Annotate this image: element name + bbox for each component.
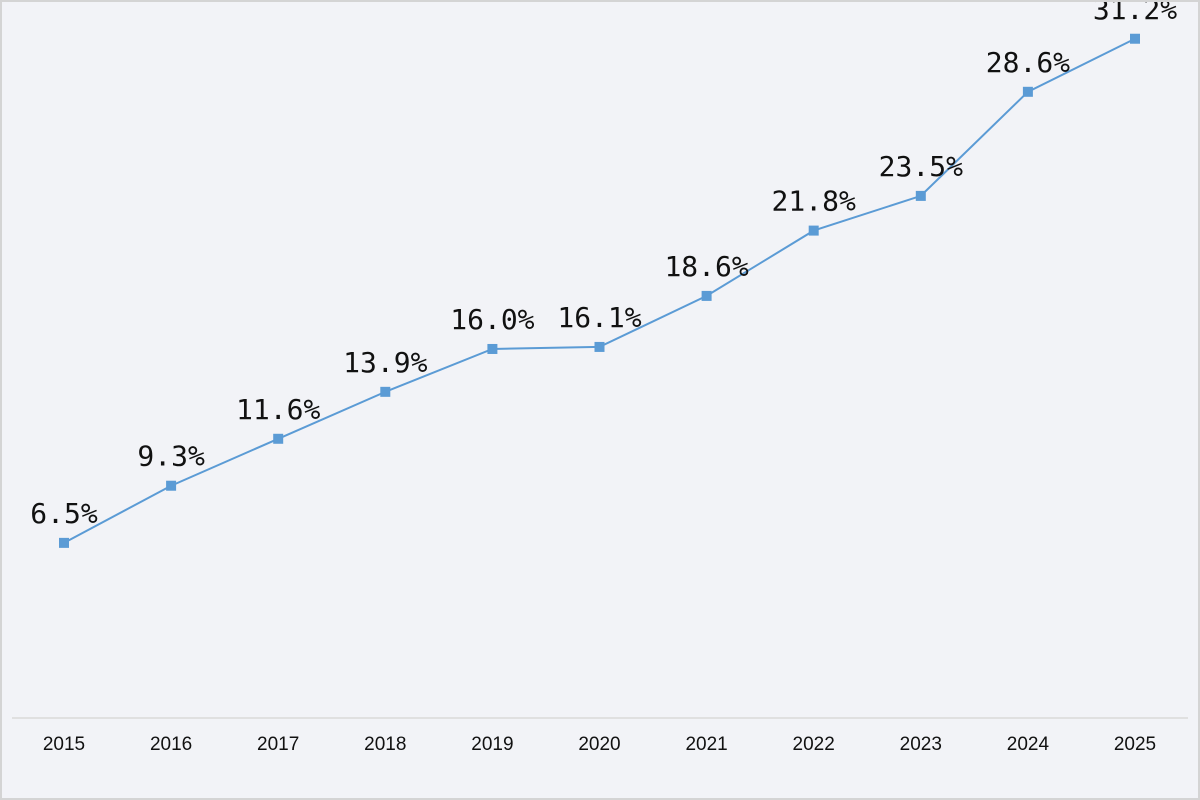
data-label-2025: 31.2% (1093, 2, 1177, 26)
x-tick-label-2020: 2020 (578, 734, 620, 755)
data-label-2019: 16.0% (450, 303, 534, 336)
data-label-2022: 21.8% (772, 185, 856, 218)
x-tick-label-2024: 2024 (1007, 734, 1050, 755)
data-point-2025 (1130, 33, 1140, 44)
x-tick-label-2018: 2018 (364, 734, 406, 755)
data-point-2022 (808, 225, 819, 236)
x-tick-labels: 2015 2016 2017 2018 2019 2020 2021 2022 2023 2024… (43, 734, 1156, 755)
data-label-2016: 9.3% (137, 440, 205, 473)
data-label-2024: 28.6% (986, 46, 1070, 79)
data-label-2015: 6.5% (30, 497, 98, 530)
x-tick-label-2017: 2017 (257, 734, 299, 755)
x-tick-label-2023: 2023 (900, 734, 942, 755)
data-point-2023 (915, 190, 926, 201)
data-point-2017 (273, 433, 284, 444)
data-label-2020: 16.1% (557, 301, 641, 334)
data-point-2024 (1022, 86, 1033, 97)
x-tick-label-2022: 2022 (793, 734, 835, 755)
data-point-2019 (487, 343, 498, 354)
data-point-2020 (594, 341, 605, 352)
data-point-2015 (59, 537, 69, 548)
series-line (63, 37, 1136, 544)
data-labels: 6.5% 9.3% 11.6% 13.9% 16.0% 16.1% 18.6% 21.8% 23… (30, 2, 1177, 530)
x-tick-label-2016: 2016 (150, 734, 192, 755)
data-markers (59, 33, 1140, 548)
data-point-2018 (380, 386, 391, 397)
data-label-2018: 13.9% (343, 346, 427, 379)
x-tick-label-2025: 2025 (1114, 734, 1156, 755)
x-tick-label-2021: 2021 (685, 734, 727, 755)
data-point-2016 (166, 480, 177, 491)
x-tick-label-2015: 2015 (43, 734, 85, 755)
data-label-2017: 11.6% (236, 393, 320, 426)
data-point-2021 (701, 290, 712, 301)
x-tick-label-2019: 2019 (471, 734, 513, 755)
data-label-2023: 23.5% (879, 150, 963, 183)
data-label-2021: 18.6% (664, 250, 748, 283)
